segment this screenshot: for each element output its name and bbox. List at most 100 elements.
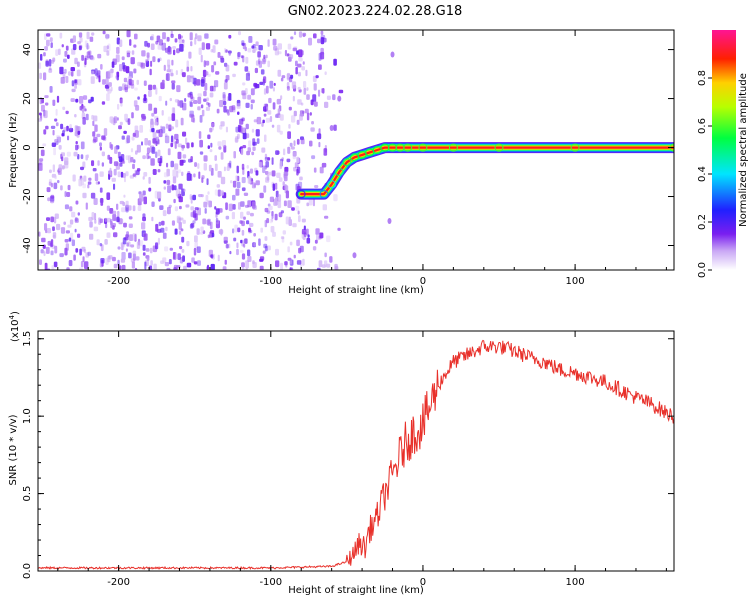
noise-speckle [57,180,60,184]
noise-speckle [136,79,139,85]
noise-speckle [123,77,128,83]
noise-speckle [64,204,69,210]
noise-speckle [172,169,177,177]
noise-speckle [109,156,113,164]
noise-speckle [287,146,291,154]
noise-speckle [290,36,294,40]
noise-speckle [265,177,270,183]
noise-speckle [237,133,240,140]
noise-speckle [113,183,116,190]
noise-speckle [307,234,310,238]
noise-speckle [258,58,261,65]
noise-speckle [172,46,176,49]
noise-speckle [289,241,293,246]
noise-speckle [163,172,169,178]
noise-speckle [107,43,111,52]
noise-speckle [258,45,263,51]
noise-speckle [116,203,119,210]
noise-speckle [285,216,289,225]
noise-speckle [291,81,297,89]
noise-speckle [82,192,87,199]
noise-speckle [203,98,207,102]
noise-speckle [200,231,204,235]
noise-speckle [47,240,52,246]
noise-speckle [91,70,95,75]
noise-speckle [234,224,238,233]
noise-speckle [89,55,94,60]
noise-speckle [277,51,282,55]
noise-speckle [291,115,296,123]
noise-speckle [242,127,246,134]
noise-speckle [103,128,108,136]
noise-speckle [190,101,193,108]
noise-speckle [50,216,54,223]
noise-speckle [253,242,256,247]
noise-speckle [59,253,64,258]
noise-speckle [251,182,256,189]
noise-speckle [86,31,90,40]
noise-speckle [173,185,177,191]
noise-speckle [185,137,188,145]
noise-speckle [171,135,174,143]
noise-speckle [55,49,59,56]
noise-speckle [318,128,321,135]
noise-speckle [273,45,278,51]
noise-speckle [175,70,178,76]
noise-speckle [324,101,329,108]
noise-speckle [38,62,42,69]
noise-speckle [205,60,210,66]
noise-speckle [271,170,276,177]
noise-speckle [116,46,120,54]
noise-speckle [65,110,69,115]
noise-speckle [295,205,300,212]
noise-speckle [141,141,143,146]
noise-speckle [62,106,66,111]
noise-speckle [91,212,95,220]
noise-speckle [297,210,300,215]
noise-speckle [218,146,222,150]
noise-speckle [98,217,101,225]
noise-speckle [118,86,123,91]
noise-speckle [54,139,59,143]
noise-speckle [127,241,131,247]
noise-speckle [240,148,244,156]
noise-speckle [105,223,108,229]
noise-speckle [261,58,266,65]
noise-speckle [279,114,284,121]
noise-speckle [117,246,121,250]
noise-speckle [64,239,69,243]
noise-speckle [119,97,123,104]
noise-speckle [313,83,317,91]
noise-speckle [198,47,202,55]
noise-speckle [99,243,103,247]
noise-speckle [217,254,220,262]
noise-speckle [65,76,69,83]
noise-speckle [319,232,324,239]
noise-speckle [289,267,292,270]
noise-speckle [178,183,183,190]
noise-speckle [241,253,246,260]
noise-speckle [337,95,342,102]
noise-speckle [216,108,220,114]
noise-speckle [237,111,240,115]
noise-speckle [77,79,82,86]
noise-speckle [326,235,331,243]
noise-speckle [314,239,318,244]
noise-speckle [264,108,267,112]
noise-speckle [50,239,54,247]
noise-speckle [318,141,321,148]
noise-speckle [128,252,132,259]
noise-speckle [240,211,244,219]
noise-speckle [106,93,110,101]
noise-speckle [387,218,392,225]
noise-speckle [193,261,198,265]
noise-speckle [47,197,51,202]
noise-speckle [253,82,258,87]
noise-speckle [39,259,42,265]
noise-speckle [105,257,109,265]
noise-speckle [302,61,305,65]
noise-speckle [152,56,156,63]
noise-speckle [259,265,264,270]
noise-speckle [161,126,166,134]
noise-speckle [104,239,108,245]
